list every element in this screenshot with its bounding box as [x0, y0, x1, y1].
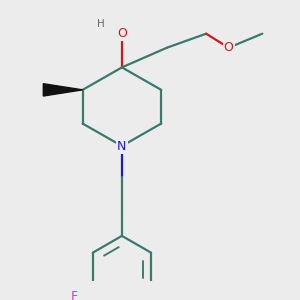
Text: O: O: [224, 41, 234, 54]
Polygon shape: [43, 84, 82, 96]
Text: N: N: [117, 140, 127, 152]
Text: F: F: [70, 290, 77, 300]
Text: O: O: [117, 27, 127, 40]
Text: H: H: [97, 19, 105, 29]
